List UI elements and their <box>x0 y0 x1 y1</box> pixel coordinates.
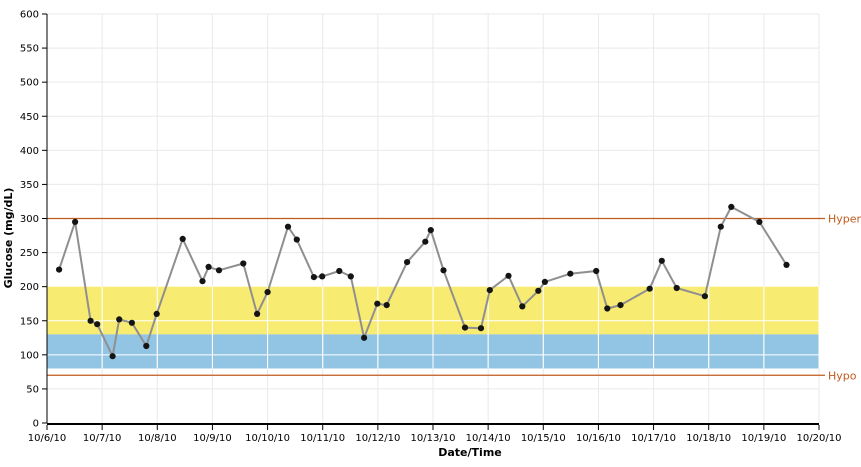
y-tick-label: 50 <box>26 384 39 395</box>
data-point <box>319 273 326 280</box>
data-point <box>505 272 512 279</box>
y-axis-title: Glucose (mg/dL) <box>2 188 15 289</box>
data-point <box>486 287 493 294</box>
y-tick-label: 600 <box>20 10 39 21</box>
data-point <box>673 284 680 292</box>
data-point <box>310 274 317 281</box>
x-tick-label: 10/11/10 <box>300 433 345 444</box>
y-tick-label: 150 <box>20 316 39 327</box>
data-point <box>336 267 343 275</box>
data-point <box>116 316 123 323</box>
x-tick-label: 10/10/10 <box>245 433 290 444</box>
data-point <box>658 257 665 264</box>
data-point <box>215 267 223 274</box>
glucose-series <box>56 203 790 360</box>
data-point <box>783 261 790 268</box>
x-tick-label: 10/19/10 <box>741 433 786 444</box>
data-point <box>199 278 206 285</box>
data-point <box>617 302 624 309</box>
data-point <box>593 267 600 275</box>
data-point <box>535 287 542 294</box>
data-point <box>404 259 411 266</box>
y-tick-label: 550 <box>20 44 39 55</box>
data-point <box>422 238 429 245</box>
data-point <box>717 223 724 230</box>
y-tick-label: 500 <box>20 78 39 89</box>
data-point <box>87 317 94 324</box>
data-point <box>153 310 160 317</box>
hyper-label: Hyper <box>828 213 861 226</box>
data-point <box>94 321 101 328</box>
data-point <box>264 289 271 296</box>
data-point <box>254 310 261 317</box>
x-tick-label: 10/9/10 <box>193 433 232 444</box>
threshold-lines: Hyper Hypo <box>47 213 861 382</box>
x-tick-label: 10/6/10 <box>28 433 67 444</box>
data-point <box>604 305 611 312</box>
data-point <box>56 266 63 273</box>
x-tick-label: 10/7/10 <box>83 433 122 444</box>
data-point <box>240 260 247 267</box>
data-point <box>756 218 763 225</box>
data-point <box>143 342 150 350</box>
data-point <box>179 235 186 242</box>
data-point <box>541 278 549 285</box>
y-tick-label: 400 <box>20 146 39 157</box>
data-point <box>701 293 709 300</box>
data-point <box>728 203 735 210</box>
y-tick-label: 350 <box>20 180 39 191</box>
x-tick-label: 10/8/10 <box>138 433 177 444</box>
x-tick-label: 10/12/10 <box>355 433 400 444</box>
data-point <box>205 263 212 270</box>
data-point <box>72 218 79 225</box>
data-point <box>109 353 116 360</box>
x-axis-title: Date/Time <box>438 446 502 459</box>
y-tick-label: 250 <box>20 248 39 259</box>
data-point <box>477 325 485 332</box>
y-tick-label: 0 <box>33 419 39 430</box>
data-point <box>646 285 653 292</box>
hypo-label: Hypo <box>828 369 857 382</box>
x-tick-label: 10/13/10 <box>411 433 456 444</box>
y-tick-label: 300 <box>20 214 39 225</box>
y-tick-label: 100 <box>20 350 39 361</box>
data-point <box>461 324 469 331</box>
data-point <box>347 273 354 280</box>
axes: 0 50 100 150 200 250 300 350 400 450 500 550 600 10/6… <box>20 10 842 445</box>
x-tick-label: 10/16/10 <box>576 433 621 444</box>
data-point <box>519 303 526 310</box>
y-tick-label: 200 <box>20 282 39 293</box>
data-point <box>567 270 574 277</box>
data-point <box>128 319 135 326</box>
data-point <box>383 302 390 309</box>
data-point <box>361 334 368 341</box>
x-tick-label: 10/14/10 <box>466 433 511 444</box>
x-tick-label: 10/20/10 <box>797 433 842 444</box>
data-point <box>440 267 447 274</box>
x-tick-label: 10/15/10 <box>521 433 566 444</box>
y-tick-label: 450 <box>20 112 39 123</box>
data-point <box>293 236 300 243</box>
x-tick-label: 10/18/10 <box>686 433 731 444</box>
glucose-line <box>58 205 788 358</box>
x-tick-label: 10/17/10 <box>631 433 676 444</box>
data-point <box>284 223 292 230</box>
data-point <box>374 300 381 307</box>
data-point <box>427 227 434 234</box>
